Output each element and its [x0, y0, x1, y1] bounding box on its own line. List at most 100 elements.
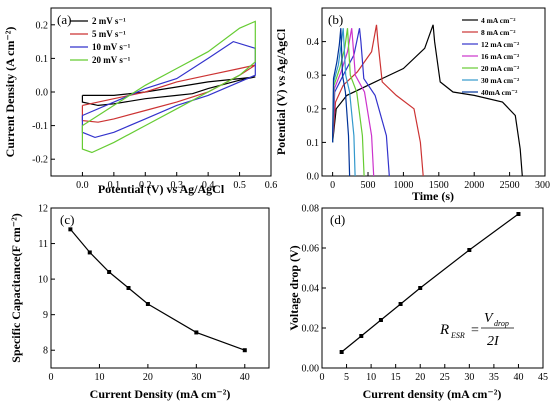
- panel-c-xlabel: Current Density (mA cm⁻²): [90, 387, 231, 401]
- panel-d-xlabel: Current density (mA cm⁻²): [363, 387, 502, 401]
- panel-d-ticks: 0 5 10 15 20 25 30 35 40 45 0.00 0.02 0.04 0.06 0.08: [302, 204, 549, 384]
- marker-c-3: [126, 286, 131, 290]
- ytick-label-a-4: 0.2: [36, 20, 49, 31]
- series-b-2: [332, 28, 390, 177]
- marker-d-5: [467, 248, 472, 252]
- annotation-r-sub: ESR: [450, 331, 465, 340]
- ytick-label-d-1: 0.02: [302, 324, 320, 335]
- legend-b-label-6: 40mA cm⁻²: [481, 88, 518, 97]
- xtick-label-b-3: 1500: [429, 180, 449, 191]
- xtick-label-b-1: 500: [361, 180, 376, 191]
- series-c-0: [69, 228, 246, 351]
- xtick-label-d-3: 15: [391, 372, 401, 383]
- panel-c-ticks: 0 10 20 30 40 8 9 10 11 12: [38, 204, 250, 384]
- xtick-label-c-0: 0: [49, 372, 54, 383]
- panel-a-label: (a): [57, 12, 71, 27]
- panel-a-ylabel: Current Density (A cm⁻²): [3, 27, 17, 158]
- ytick-label-d-2: 0.04: [302, 284, 320, 295]
- ytick-label-d-4: 0.08: [302, 204, 320, 215]
- panel-a-xlabel: Potential (V) vs Ag/AgCl: [98, 182, 225, 196]
- legend-a-label-3: 20 mV s⁻¹: [92, 55, 131, 65]
- marker-d-0: [339, 350, 344, 354]
- ytick-label-b-3: 0.3: [307, 71, 320, 82]
- panel-c-ylabel: Specific Capacitance(F cm⁻²): [9, 213, 23, 362]
- series-d-0: [341, 213, 519, 353]
- xtick-label-d-1: 5: [344, 372, 349, 383]
- series-b-4: [332, 28, 365, 177]
- xtick-label-d-0: 0: [320, 372, 325, 383]
- panel-b-label: (b): [328, 12, 343, 27]
- ytick-label-c-2: 10: [38, 275, 48, 286]
- marker-c-5: [194, 330, 199, 335]
- xtick-label-b-0: 0: [330, 180, 335, 191]
- legend-b-label-3: 16 mA cm⁻²: [481, 52, 520, 61]
- ytick-label-a-2: 0.0: [36, 88, 49, 99]
- xtick-label-a-2: 0.2: [139, 180, 152, 191]
- series-b-1: [332, 24, 424, 177]
- panel-a-frame: [50, 7, 272, 177]
- xtick-label-a-4: 0.4: [202, 180, 215, 191]
- series-a-0: [81, 76, 256, 107]
- panel-b-ylabel: Potential (V) vs Ag/AgCl: [274, 28, 288, 155]
- ytick-label-c-3: 11: [38, 239, 48, 250]
- panel-b-series: [332, 24, 523, 177]
- xtick-label-d-5: 25: [440, 372, 450, 383]
- ytick-label-d-3: 0.06: [302, 244, 320, 255]
- panel-c-frame: [50, 207, 270, 369]
- panel-d-annotation: R ESR = V drop 2I: [439, 311, 514, 349]
- xtick-label-b-4: 2000: [464, 180, 484, 191]
- ytick-label-b-2: 0.2: [307, 104, 320, 115]
- marker-d-6: [516, 212, 521, 216]
- legend-b-label-4: 20 mA cm⁻²: [481, 64, 520, 73]
- xtick-label-c-2: 20: [143, 372, 153, 383]
- ytick-label-a-3: 0.1: [36, 54, 49, 65]
- marker-d-4: [418, 286, 423, 290]
- series-a-3: [81, 20, 256, 154]
- xtick-label-c-1: 10: [94, 372, 104, 383]
- xtick-label-a-3: 0.3: [170, 180, 183, 191]
- panel-c-series: [68, 227, 247, 353]
- series-b-6: [332, 28, 351, 177]
- ytick-label-a-0: -0.2: [32, 155, 48, 166]
- xtick-label-a-5: 0.5: [233, 180, 246, 191]
- panel-d-label: (d): [330, 212, 345, 227]
- xtick-label-d-4: 20: [415, 372, 425, 383]
- panel-b-legend: 4 mA cm⁻² 8 mA cm⁻² 12 mA cm⁻² 16 mA cm⁻² 20…: [462, 16, 520, 97]
- annotation-r: R: [439, 322, 449, 338]
- xtick-label-a-0: 0.0: [76, 180, 89, 191]
- marker-c-0: [68, 227, 73, 232]
- panel-d-ylabel: Voltage drop (V): [287, 245, 301, 330]
- xtick-label-a-1: 0.1: [108, 180, 121, 191]
- panel-d-frame: [321, 207, 544, 369]
- panel-a-series: [81, 20, 256, 154]
- panel-a-ticks: 0.0 0.1 0.2 0.3 0.4 0.5 0.6 -0.2 -0.1 0.0 0.1 0.2: [32, 20, 277, 191]
- xtick-label-c-3: 30: [191, 372, 201, 383]
- xtick-label-b-5: 2500: [500, 180, 520, 191]
- marker-c-2: [107, 270, 112, 274]
- marker-d-3: [398, 302, 403, 306]
- xtick-label-d-6: 30: [464, 372, 474, 383]
- panel-d-series: [339, 212, 521, 354]
- xtick-label-d-9: 45: [538, 372, 548, 383]
- ytick-label-c-0: 8: [43, 346, 48, 357]
- legend-b-label-5: 30 mA cm⁻²: [481, 76, 520, 85]
- series-b-3: [332, 28, 375, 177]
- marker-c-4: [145, 302, 150, 306]
- annotation-denominator: 2I: [487, 334, 500, 349]
- panel-a-legend: 2 mV s⁻¹ 5 mV s⁻¹ 10 mV s⁻¹ 20 mV s⁻¹: [70, 16, 131, 65]
- xtick-label-a-6: 0.6: [265, 180, 278, 191]
- legend-b-label-0: 4 mA cm⁻²: [481, 16, 516, 25]
- marker-c-1: [87, 250, 92, 255]
- xtick-label-d-8: 40: [513, 372, 523, 383]
- legend-a-label-0: 2 mV s⁻¹: [92, 16, 126, 26]
- ytick-label-a-1: -0.1: [32, 121, 48, 132]
- series-a-2: [81, 40, 256, 139]
- xtick-label-d-7: 35: [489, 372, 499, 383]
- panel-c: (c) 0 10 20 30 40 8 9 10 11 12 Current Density (m…: [9, 204, 270, 401]
- annotation-numerator: V: [484, 311, 494, 326]
- marker-c-6: [242, 348, 247, 353]
